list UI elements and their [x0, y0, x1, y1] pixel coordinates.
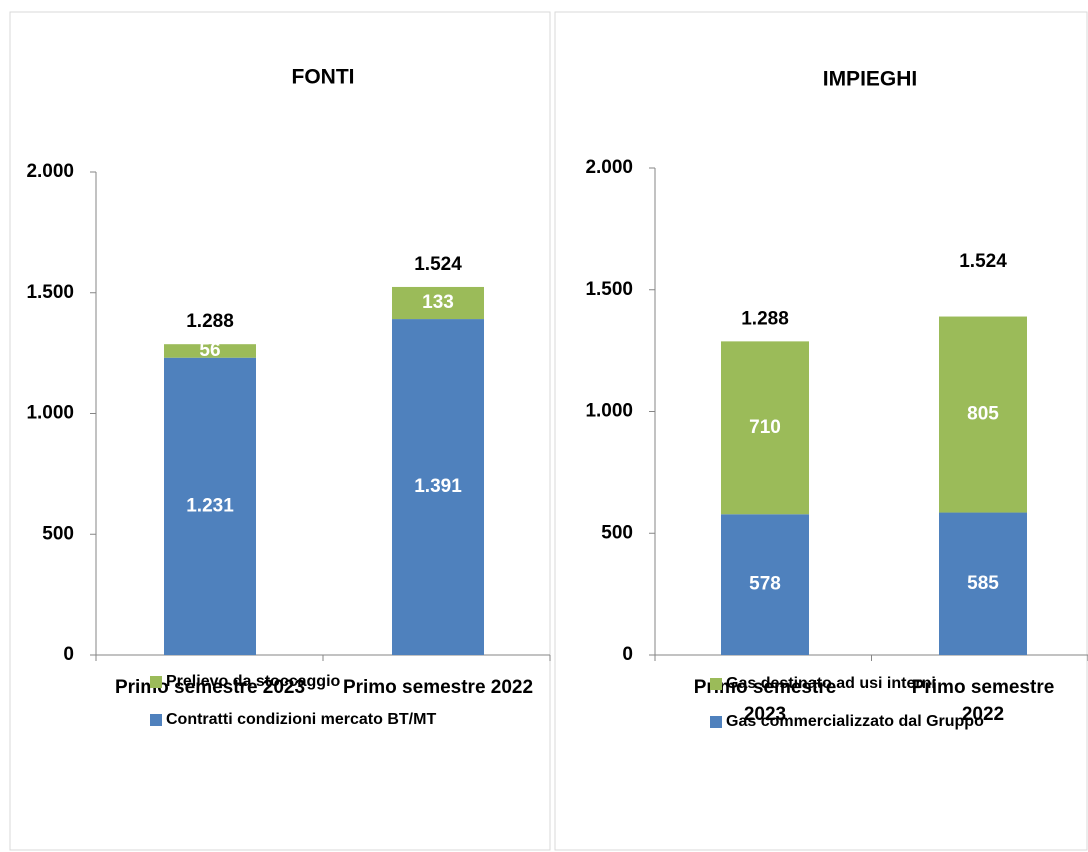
value-label: 56	[199, 340, 220, 361]
bar-segment	[164, 357, 256, 655]
chart-title: IMPIEGHI	[823, 68, 918, 91]
value-label: 710	[749, 417, 781, 438]
y-tick-label: 1.500	[26, 282, 74, 303]
bar-segment	[721, 341, 809, 515]
bar-segment	[939, 316, 1027, 513]
total-label: 1.524	[414, 254, 462, 275]
x-tick-label: Primo semestre 2023	[114, 677, 306, 698]
panel-left	[9, 11, 551, 851]
legend-swatch	[710, 716, 722, 728]
total-label: 1.524	[959, 251, 1007, 272]
y-tick-label: 1.000	[26, 403, 74, 424]
x-tick-label-box: Primo semestre 2022	[911, 677, 1055, 725]
x-tick-label: Primo semestre 2023	[693, 677, 837, 725]
y-tick-label: 1.500	[585, 279, 633, 300]
y-tick-label: 500	[42, 523, 74, 544]
legend-swatch	[150, 676, 162, 688]
legend-label: Contratti condizioni mercato BT/MT	[166, 711, 436, 728]
bar-segment	[721, 514, 809, 655]
bar-segment	[392, 286, 484, 320]
legend-swatch	[150, 714, 162, 726]
y-tick-label: 0	[63, 644, 74, 665]
legend-label: Gas commercializzato dal Gruppo	[726, 713, 984, 730]
legend-swatch	[710, 678, 722, 690]
total-label: 1.288	[741, 308, 789, 329]
y-tick-label: 0	[622, 644, 633, 665]
chart-title: FONTI	[292, 66, 355, 89]
bar-segment	[939, 512, 1027, 655]
x-tick-label: Primo semestre 2022	[911, 677, 1055, 725]
panel-right	[554, 11, 1088, 851]
value-label: 578	[749, 574, 781, 595]
y-tick-label: 1.000	[585, 401, 633, 422]
x-tick-label-box: Primo semestre 2023	[114, 677, 306, 698]
bar-segment	[164, 344, 256, 358]
y-tick-label: 2.000	[26, 161, 74, 182]
x-tick-label-box: Primo semestre 2022	[342, 677, 534, 698]
value-label: 1.391	[414, 476, 462, 497]
y-tick-label: 500	[601, 522, 633, 543]
value-label: 1.231	[186, 495, 234, 516]
value-label: 133	[422, 292, 454, 313]
y-tick-label: 2.000	[585, 157, 633, 178]
bar-segment	[392, 319, 484, 655]
legend-label: Gas destinato ad usi interni	[726, 675, 936, 692]
x-tick-label: Primo semestre 2022	[342, 677, 534, 698]
value-label: 585	[967, 573, 999, 594]
x-tick-label-box: Primo semestre 2023	[693, 677, 837, 725]
total-label: 1.288	[186, 311, 234, 332]
value-label: 805	[967, 404, 999, 425]
legend-label: Prelievo da stoccaggio	[166, 673, 341, 690]
